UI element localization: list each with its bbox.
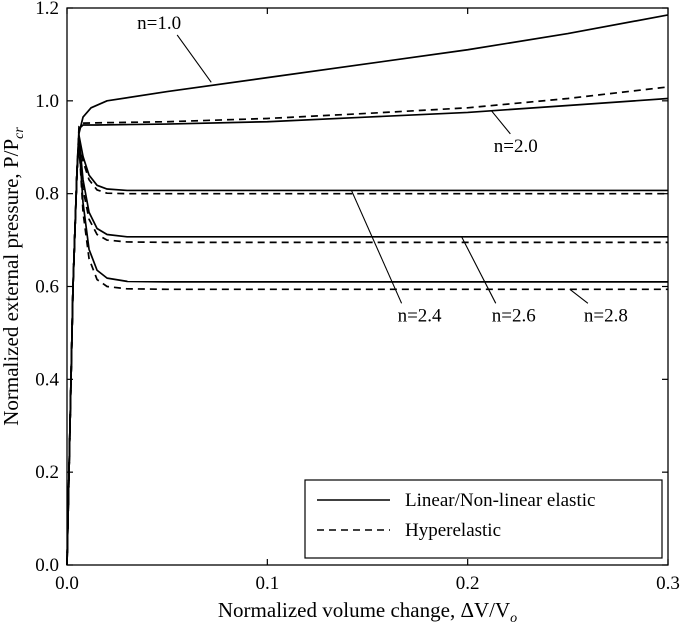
x-tick-label: 0.2 <box>456 573 480 594</box>
y-tick-label: 0.6 <box>35 277 59 298</box>
y-axis-title: Normalized external pressure, P/Pcr <box>0 127 27 426</box>
y-tick-label: 0.2 <box>35 462 59 483</box>
annotation-leader <box>350 190 403 304</box>
annotation-label: n=2.8 <box>584 305 628 326</box>
annotation-leader <box>176 34 212 83</box>
x-tick-label: 0.0 <box>55 573 79 594</box>
y-tick-label: 1.0 <box>35 91 59 112</box>
y-tick-label: 0.0 <box>35 555 59 576</box>
curve-n28-dashed <box>66 144 668 566</box>
y-tick-label: 1.2 <box>35 0 59 19</box>
legend: Linear/Non-linear elastic Hyperelastic <box>304 479 663 559</box>
y-tick-label: 0.4 <box>35 369 59 390</box>
y-tick-label: 0.8 <box>35 184 59 205</box>
annotation-leader <box>569 288 589 304</box>
curve-n24-dashed <box>66 137 668 566</box>
annotation-label: n=2.4 <box>398 305 442 326</box>
x-axis-title: Normalized volume change, ΔV/Vo <box>218 598 517 626</box>
curve-n28-solid <box>66 141 668 566</box>
legend-label-hyperelastic: Hyperelastic <box>405 520 501 541</box>
legend-label-linear: Linear/Non-linear elastic <box>405 490 595 511</box>
curves-layer <box>66 14 669 566</box>
annotation-label: n=1.0 <box>137 13 181 34</box>
curve-n26-dashed <box>66 139 668 566</box>
legend-box <box>304 479 663 559</box>
annotation-leader <box>491 110 511 135</box>
annotation-label: n=2.0 <box>494 136 538 157</box>
x-tick-label: 0.3 <box>656 573 680 594</box>
ticks-layer: 0.0 0.1 0.2 0.3 0.0 0.2 0.4 0.6 0.8 1.0 1.2 <box>35 0 680 594</box>
x-tick-label: 0.1 <box>255 573 279 594</box>
annotation-label: n=2.6 <box>492 305 536 326</box>
annotation-leader <box>461 236 497 304</box>
annotations-layer: n=1.0 n=2.0 n=2.4 n=2.6 n=2.8 <box>137 13 628 326</box>
